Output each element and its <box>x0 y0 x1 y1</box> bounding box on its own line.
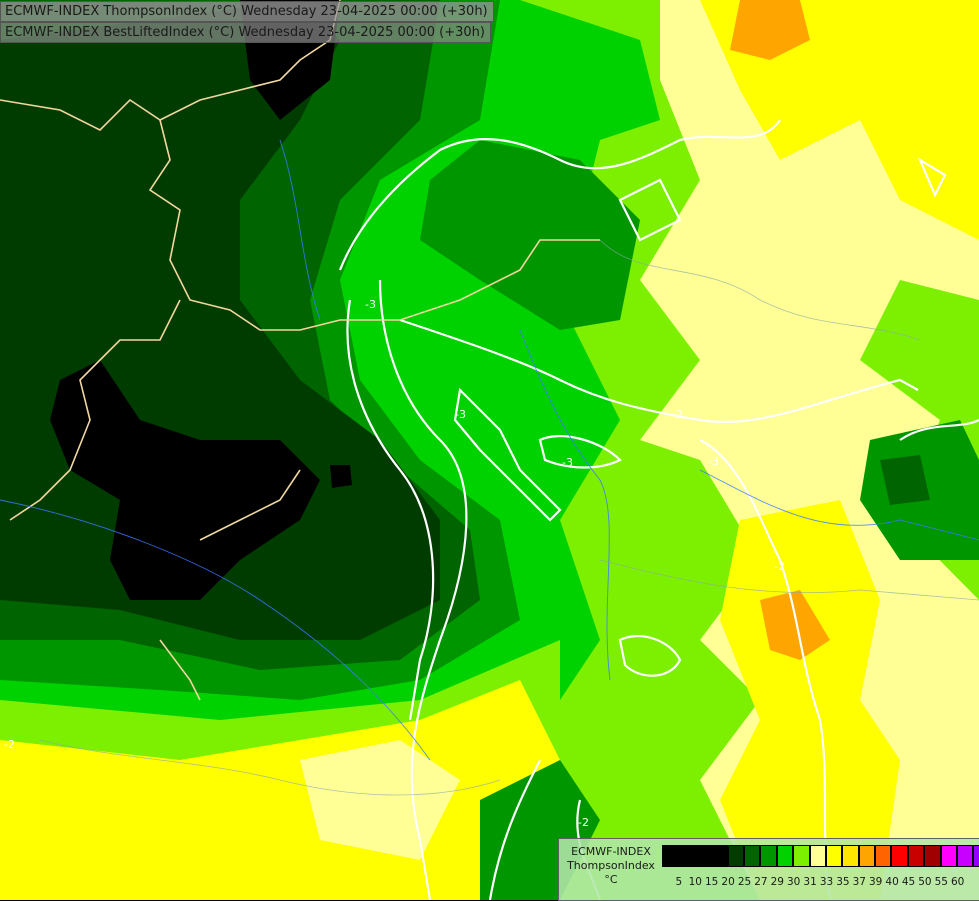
legend-tick-label: 20 <box>721 876 735 888</box>
field-37-hotspot-north <box>730 0 810 60</box>
legend-swatch <box>842 845 859 867</box>
legend-swatch <box>760 845 777 867</box>
legend-tick-label: 37 <box>852 876 866 888</box>
country-border <box>0 98 600 331</box>
legend-swatch <box>793 845 810 867</box>
legend-tick-label: 33 <box>819 876 834 888</box>
region-border <box>599 559 979 601</box>
river <box>279 139 321 321</box>
region-border <box>599 239 921 341</box>
field-31-south <box>300 740 460 860</box>
contour-line <box>917 157 947 198</box>
legend-swatch <box>711 845 728 867</box>
contour-label: -3 <box>708 455 719 468</box>
legend-swatch <box>743 845 761 867</box>
river <box>699 469 979 541</box>
contour-line <box>699 439 832 900</box>
contour-label: -3 <box>455 408 466 421</box>
country-border <box>159 639 201 701</box>
field-29-north <box>500 0 660 140</box>
color-legend: ECMWF-INDEX ThompsonIndex °C 5 10 15 20 25 27… <box>558 838 979 901</box>
legend-tick-label: 29 <box>770 876 784 888</box>
river <box>0 499 431 761</box>
field-33-east <box>700 0 979 240</box>
legend-swatch <box>875 845 892 867</box>
contour-line <box>618 635 682 677</box>
contour-label-group: -3 -3 -3 -2 -2 -2 -3 -2 <box>4 298 785 829</box>
field-37-hotspot-south <box>760 590 830 660</box>
legend-swatch <box>973 845 979 867</box>
field-31-east <box>640 0 979 900</box>
legend-color-bar <box>662 845 979 867</box>
legend-swatch <box>809 845 826 867</box>
legend-tick-label: 55 <box>934 876 948 888</box>
contour-line <box>399 318 919 424</box>
contour-group <box>338 119 979 900</box>
contour-line <box>618 178 682 242</box>
region-border <box>39 739 501 796</box>
contour-line <box>346 299 435 721</box>
legend-tick-label: 5 <box>675 876 683 888</box>
contour-line <box>899 419 979 441</box>
legend-tick-label: 27 <box>754 876 768 888</box>
header-line-best-lifted-index: ECMWF-INDEX BestLiftedIndex (°C) Wednesd… <box>0 22 491 43</box>
legend-title-parameter: ThompsonIndex <box>567 859 655 872</box>
header-line-thompson-index: ECMWF-INDEX ThompsonIndex (°C) Wednesday… <box>0 1 494 22</box>
legend-tick-label: 15 <box>705 876 719 888</box>
contour-label: -3 <box>365 298 376 311</box>
legend-tick-label: 50 <box>918 876 932 888</box>
legend-tick-label: 31 <box>803 876 817 888</box>
legend-swatch <box>940 845 958 867</box>
legend-tick-label: 45 <box>901 876 916 888</box>
legend-swatch <box>776 845 794 867</box>
legend-tick-label: 35 <box>836 876 850 888</box>
field-5-black-3 <box>330 465 352 488</box>
legend-swatch <box>858 845 876 867</box>
field-20-east <box>880 455 930 505</box>
legend-tick-label: 60 <box>951 876 965 888</box>
region-border-group <box>39 239 979 796</box>
legend-title-source: ECMWF-INDEX <box>571 845 651 858</box>
legend-swatch <box>924 845 941 867</box>
contour-line <box>538 435 622 469</box>
legend-swatch <box>825 845 843 867</box>
legend-tick-label: 10 <box>688 876 702 888</box>
contour-line <box>378 279 468 900</box>
legend-tick-label: 40 <box>885 876 899 888</box>
field-5-black-2 <box>50 360 320 600</box>
legend-title-unit: °C <box>604 873 618 886</box>
legend-tick-label: 25 <box>737 876 752 888</box>
legend-swatch <box>662 845 679 867</box>
contour-label: -3 <box>562 456 573 469</box>
country-border <box>9 299 181 521</box>
legend-swatch <box>891 845 908 867</box>
contour-label: -2 <box>774 560 785 573</box>
legend-swatch <box>727 845 744 867</box>
legend-swatch <box>678 845 695 867</box>
legend-tick-label: 39 <box>869 876 883 888</box>
country-border <box>199 469 301 541</box>
river <box>519 329 611 681</box>
contour-line <box>338 119 781 271</box>
legend-tick-label: 30 <box>787 876 801 888</box>
contour-label: -2 <box>578 816 589 829</box>
legend-title: ECMWF-INDEX ThompsonIndex °C <box>561 845 661 887</box>
contour-line <box>453 387 562 522</box>
legend-swatch <box>957 845 974 867</box>
legend-swatch <box>907 845 925 867</box>
field-25-north <box>420 140 640 330</box>
contour-line <box>488 759 541 900</box>
contour-label: -2 <box>672 408 683 421</box>
contour-label: -2 <box>4 738 15 751</box>
legend-swatch <box>694 845 712 867</box>
river-group <box>0 139 979 761</box>
